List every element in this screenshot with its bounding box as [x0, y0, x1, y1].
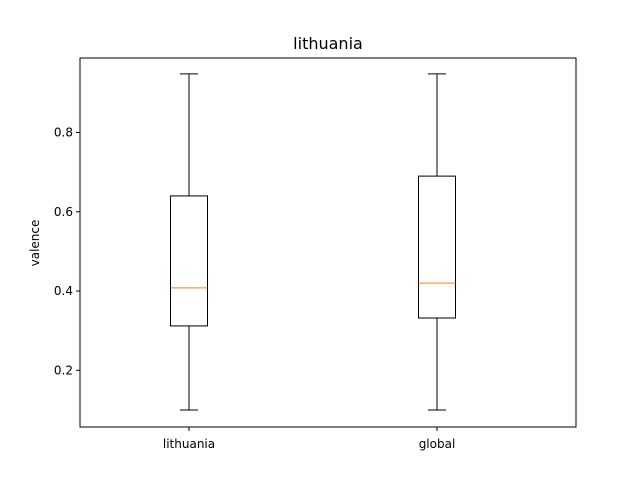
iqr-box [170, 195, 208, 327]
box-series [170, 73, 456, 411]
x-tick-label: global [419, 437, 456, 451]
y-axis-ticks: 0.2 0.4 0.6 0.8 [54, 126, 80, 377]
y-tick-label: 0.8 [54, 126, 73, 140]
iqr-box [418, 175, 456, 319]
box-lithuania [170, 73, 208, 411]
box-global [418, 73, 456, 411]
plot-area [79, 57, 577, 428]
y-tick-label: 0.2 [54, 363, 73, 377]
x-axis-ticks: lithuania global [163, 427, 455, 451]
y-tick-label: 0.6 [54, 205, 73, 219]
y-tick-label: 0.4 [54, 284, 73, 298]
x-tick-label: lithuania [163, 437, 215, 451]
chart-title: lithuania [293, 34, 363, 53]
y-axis-label: valence [28, 220, 42, 267]
